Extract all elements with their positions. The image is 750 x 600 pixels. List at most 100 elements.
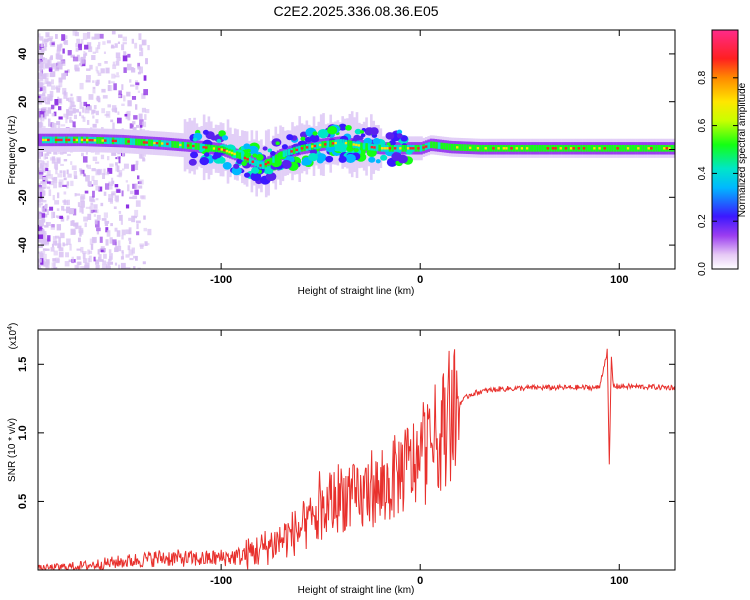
- spectrogram-cell: [135, 160, 139, 165]
- spectrogram-cell: [135, 104, 138, 110]
- spectrogram-cell: [40, 250, 46, 255]
- spectrogram-cell: [89, 238, 94, 245]
- spectrogram-cell: [84, 190, 89, 194]
- spectrogram-cell: [54, 65, 60, 72]
- spectrogram-cell: [100, 246, 105, 250]
- spectrogram-cell: [82, 116, 86, 122]
- spectrogram-cell: [665, 147, 669, 150]
- spectrogram-cell: [233, 163, 240, 169]
- spectrogram-cell: [360, 142, 363, 150]
- spectrogram-cell: [128, 249, 134, 256]
- spectrogram-cell: [396, 144, 399, 152]
- spectrogram-cell: [141, 107, 146, 113]
- spectrogram-y-axis-label: Frequency (Hz): [7, 116, 18, 185]
- spectrogram-cell: [598, 147, 601, 150]
- spectrogram-cell: [59, 43, 63, 48]
- spectrogram-cell: [63, 200, 69, 205]
- spectrogram-cell: [435, 141, 438, 149]
- spectrogram-cell: [71, 165, 77, 171]
- spectrogram-cell: [95, 198, 99, 201]
- spectrogram-cell: [43, 46, 47, 51]
- spectrogram-cell: [95, 119, 99, 124]
- spectrogram-cell: [345, 124, 352, 131]
- spectrogram-cell: [380, 154, 388, 161]
- spectrogram-cell: [102, 95, 108, 99]
- spectrogram-cell: [106, 230, 111, 237]
- spectrogram-cell: [54, 164, 59, 171]
- spectrogram-cell: [133, 115, 138, 120]
- spectrogram-cell: [313, 144, 317, 148]
- spectrogram-cell: [105, 227, 109, 233]
- spectrogram-cell: [131, 38, 135, 44]
- spectrogram-cell: [142, 261, 146, 265]
- spectrogram-cell: [50, 247, 55, 252]
- spectrogram-cell: [92, 156, 98, 162]
- spectrogram-cell: [82, 267, 85, 269]
- spectrogram-cell: [102, 260, 107, 265]
- spectrogram-cell: [38, 95, 43, 101]
- spectrogram-cell: [135, 80, 139, 84]
- spectrogram-cell: [137, 267, 141, 269]
- spectrogram-cell: [105, 239, 109, 246]
- spectrogram-cell: [644, 144, 648, 152]
- spectrogram-cell: [127, 140, 130, 143]
- spectrogram-cell: [95, 185, 100, 191]
- spectrogram-cell: [80, 39, 84, 45]
- spectrogram-cell: [91, 109, 94, 115]
- spectrogram-cell: [98, 137, 102, 144]
- spectrogram-cell: [75, 222, 79, 229]
- colorbar-axis: 0.0 0.2 0.4 0.6 0.8: [697, 70, 738, 276]
- spectrogram-cell: [131, 215, 136, 223]
- spectrogram-cell: [372, 138, 381, 145]
- spectrogram-cell: [91, 236, 97, 243]
- spectrogram-cell: [122, 42, 127, 45]
- spectrogram-cell: [292, 147, 296, 154]
- spectrogram-cell: [69, 133, 72, 147]
- spectrogram-cell: [46, 160, 49, 168]
- spectrogram-cell: [129, 257, 134, 261]
- spectrogram-cell: [41, 138, 45, 142]
- spectrogram-cell: [95, 264, 100, 269]
- spectrogram-cell: [179, 143, 182, 147]
- spectrogram-cell: [528, 144, 531, 152]
- spectrogram-cell: [62, 242, 65, 247]
- spectrogram-cell: [118, 34, 123, 38]
- spectrogram-cell: [46, 170, 51, 176]
- spectrogram-cell: [220, 148, 223, 151]
- spectrogram-cell: [111, 44, 114, 49]
- spectrogram-cell: [38, 121, 42, 128]
- spectrogram-cell: [536, 144, 539, 152]
- spectrogram-cell: [188, 158, 197, 166]
- spectrogram-cell: [69, 116, 72, 123]
- spectrogram-cell: [39, 86, 43, 92]
- spectrogram-cell: [479, 144, 482, 152]
- spectrogram-cell: [135, 82, 140, 86]
- spectrogram-cell: [176, 141, 179, 149]
- spectrogram-cell: [199, 143, 203, 151]
- spectrogram-cell: [243, 143, 251, 150]
- spectrogram-cell: [122, 137, 125, 145]
- spectrogram-cell: [103, 51, 106, 54]
- spectrogram-cell: [660, 144, 663, 152]
- spectrogram-cell: [103, 248, 106, 252]
- spectrogram-cell: [112, 64, 117, 70]
- spectrogram-cell: [43, 205, 46, 209]
- spectrogram-cell: [352, 143, 355, 146]
- spectrogram-cell: [368, 156, 376, 163]
- spectrogram-cell: [126, 110, 131, 116]
- spectrogram-cell: [38, 183, 41, 187]
- spectrogram-cell: [52, 63, 57, 70]
- spectrogram-cell: [512, 144, 516, 152]
- spectrogram-cell: [133, 164, 139, 171]
- spectrogram-cell: [57, 138, 60, 142]
- spectrogram-cell: [128, 240, 132, 245]
- spectrogram-cell: [97, 249, 100, 255]
- spectrogram-cell: [63, 113, 68, 118]
- spectrogram-cell: [95, 66, 98, 72]
- spectrogram-cell: [202, 129, 209, 135]
- spectrogram-cell: [109, 237, 113, 244]
- spectrogram-cell: [359, 130, 365, 134]
- spectrogram-cell: [45, 222, 49, 227]
- spectrogram-cell: [72, 208, 77, 216]
- spectrogram-cell: [38, 199, 41, 203]
